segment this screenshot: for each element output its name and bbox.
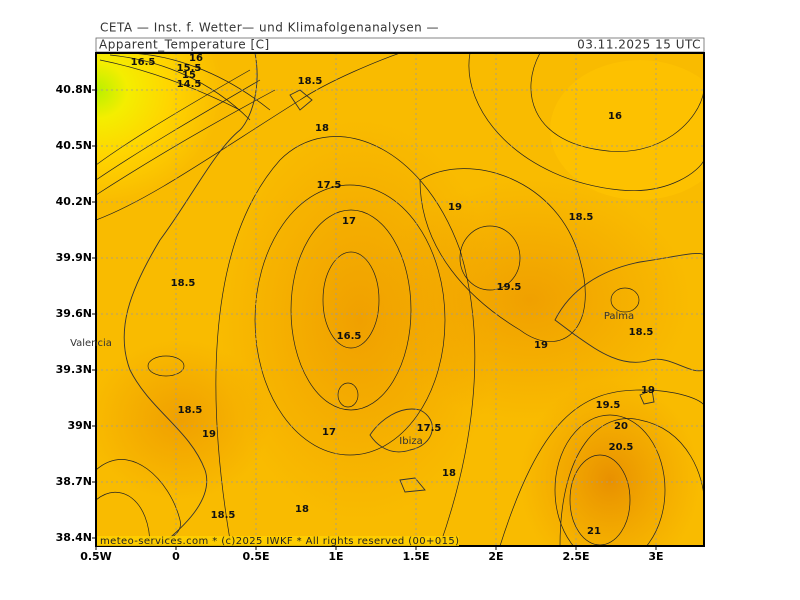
lon-label: 3E [648,550,663,563]
place-label: Palma [604,311,634,322]
contour-label: 16.5 [337,331,362,342]
lon-label: 2E [488,550,503,563]
contour-label: 19.5 [596,400,621,411]
lon-label: 0.5W [80,550,112,563]
contour-label: 19.5 [497,282,522,293]
parameter: Apparent_Temperature [C] [99,38,270,52]
lon-label: 0 [172,550,180,563]
lat-label: 39.3N [56,363,92,376]
contour-label: 18.5 [171,278,196,289]
contour-label: 18 [295,504,309,515]
lon-label: 2.5E [562,550,589,563]
contour-label: 19 [202,429,216,440]
place-label: Valencia [70,338,112,349]
contour-label: 16.5 [131,57,156,68]
lat-label: 40.2N [56,195,92,208]
contour-label: 17 [342,216,356,227]
lat-label: 40.5N [56,139,92,152]
contour-label: 18.5 [178,405,203,416]
place-label: Ibiza [399,436,422,447]
valid-time: 03.11.2025 15 UTC [577,38,701,52]
contour-label: 20.5 [609,442,634,453]
contour-label: 15 [182,70,196,81]
lat-label: 39.9N [56,251,92,264]
lat-label: 39N [67,419,92,432]
contour-label: 19 [534,340,548,351]
institute: CETA — Inst. f. Wetter— und Klimafolgena… [100,21,439,35]
footer: meteo-services.com * (c)2025 IWKF * All … [100,536,459,547]
lat-label: 38.7N [56,475,92,488]
lat-label: 39.6N [56,307,92,320]
contour-label: 17.5 [417,423,442,434]
lon-label: 0.5E [242,550,269,563]
contour-label: 18.5 [629,327,654,338]
contour-label: 18.5 [298,76,323,87]
contour-label: 19 [641,385,655,396]
contour-label: 15.5 [177,63,202,74]
contour-label: 16 [608,111,622,122]
contour-label: 21 [587,526,601,537]
contour-label: 18.5 [569,212,594,223]
contour-label: 18 [315,123,329,134]
lon-label: 1.5E [402,550,429,563]
contour-label: 18 [442,468,456,479]
footer-bg [97,536,459,546]
lat-label: 38.4N [56,531,92,544]
contour-label: 17.5 [317,180,342,191]
contour-label: 14.5 [177,79,202,90]
contour-label: 16 [189,53,203,64]
lon-label: 1E [328,550,343,563]
contour-label: 18.5 [211,510,236,521]
lat-label: 40.8N [56,83,92,96]
map-field [96,53,704,546]
contour-label: 17 [322,427,336,438]
contour-label: 20 [614,421,628,432]
contour-label: 19 [448,202,462,213]
